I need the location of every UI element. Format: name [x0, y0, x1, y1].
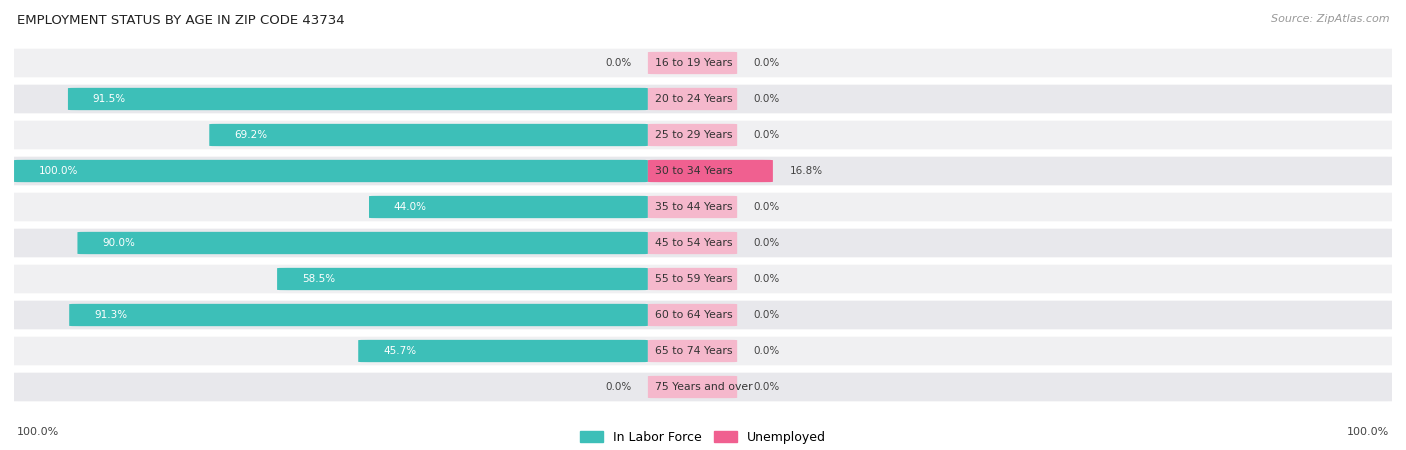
FancyBboxPatch shape	[277, 268, 648, 290]
Text: 0.0%: 0.0%	[754, 130, 780, 140]
FancyBboxPatch shape	[648, 160, 773, 182]
FancyBboxPatch shape	[14, 160, 648, 182]
Text: EMPLOYMENT STATUS BY AGE IN ZIP CODE 43734: EMPLOYMENT STATUS BY AGE IN ZIP CODE 437…	[17, 14, 344, 27]
Text: 55 to 59 Years: 55 to 59 Years	[655, 274, 733, 284]
Text: 65 to 74 Years: 65 to 74 Years	[655, 346, 733, 356]
FancyBboxPatch shape	[69, 304, 648, 326]
Text: 35 to 44 Years: 35 to 44 Years	[655, 202, 733, 212]
FancyBboxPatch shape	[67, 88, 648, 110]
Text: 58.5%: 58.5%	[302, 274, 335, 284]
Text: 0.0%: 0.0%	[754, 310, 780, 320]
FancyBboxPatch shape	[359, 340, 648, 362]
Text: 45.7%: 45.7%	[382, 346, 416, 356]
Text: 30 to 34 Years: 30 to 34 Years	[655, 166, 733, 176]
Text: 75 Years and over: 75 Years and over	[655, 382, 752, 392]
FancyBboxPatch shape	[10, 121, 1396, 149]
FancyBboxPatch shape	[648, 88, 737, 110]
Text: 20 to 24 Years: 20 to 24 Years	[655, 94, 733, 104]
Text: 0.0%: 0.0%	[754, 202, 780, 212]
Text: 45 to 54 Years: 45 to 54 Years	[655, 238, 733, 248]
FancyBboxPatch shape	[10, 85, 1396, 113]
FancyBboxPatch shape	[648, 124, 737, 146]
FancyBboxPatch shape	[209, 124, 648, 146]
Text: 69.2%: 69.2%	[233, 130, 267, 140]
Text: 90.0%: 90.0%	[103, 238, 135, 248]
FancyBboxPatch shape	[648, 232, 737, 254]
FancyBboxPatch shape	[77, 232, 648, 254]
Legend: In Labor Force, Unemployed: In Labor Force, Unemployed	[575, 426, 831, 449]
Text: 100.0%: 100.0%	[39, 166, 79, 176]
Text: 91.3%: 91.3%	[94, 310, 127, 320]
FancyBboxPatch shape	[10, 337, 1396, 365]
FancyBboxPatch shape	[648, 376, 737, 398]
Text: 60 to 64 Years: 60 to 64 Years	[655, 310, 733, 320]
Text: 0.0%: 0.0%	[754, 94, 780, 104]
Text: Source: ZipAtlas.com: Source: ZipAtlas.com	[1271, 14, 1389, 23]
Text: 0.0%: 0.0%	[754, 274, 780, 284]
Text: 0.0%: 0.0%	[605, 58, 631, 68]
Text: 100.0%: 100.0%	[1347, 427, 1389, 437]
Text: 16.8%: 16.8%	[789, 166, 823, 176]
FancyBboxPatch shape	[10, 265, 1396, 293]
FancyBboxPatch shape	[368, 196, 648, 218]
FancyBboxPatch shape	[648, 196, 737, 218]
Text: 100.0%: 100.0%	[17, 427, 59, 437]
Text: 16 to 19 Years: 16 to 19 Years	[655, 58, 733, 68]
FancyBboxPatch shape	[10, 193, 1396, 221]
Text: 25 to 29 Years: 25 to 29 Years	[655, 130, 733, 140]
FancyBboxPatch shape	[648, 340, 737, 362]
FancyBboxPatch shape	[648, 268, 737, 290]
Text: 44.0%: 44.0%	[394, 202, 427, 212]
FancyBboxPatch shape	[10, 49, 1396, 77]
FancyBboxPatch shape	[648, 304, 737, 326]
Text: 0.0%: 0.0%	[754, 238, 780, 248]
FancyBboxPatch shape	[10, 157, 1396, 185]
FancyBboxPatch shape	[10, 229, 1396, 257]
Text: 91.5%: 91.5%	[93, 94, 127, 104]
Text: 0.0%: 0.0%	[754, 382, 780, 392]
Text: 0.0%: 0.0%	[754, 58, 780, 68]
FancyBboxPatch shape	[10, 301, 1396, 329]
FancyBboxPatch shape	[10, 373, 1396, 401]
Text: 0.0%: 0.0%	[605, 382, 631, 392]
FancyBboxPatch shape	[648, 52, 737, 74]
Text: 0.0%: 0.0%	[754, 346, 780, 356]
